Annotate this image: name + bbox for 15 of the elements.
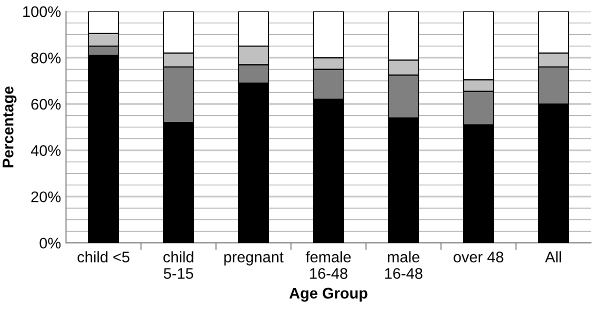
x-tick-label: male 16-48	[385, 251, 422, 279]
y-tick-label: 60%	[31, 98, 61, 110]
x-axis-title: Age Group	[289, 288, 368, 302]
x-tick-label: All	[545, 251, 561, 262]
y-tick-label: 80%	[31, 52, 61, 64]
x-tick-label: female 16-48	[306, 251, 351, 279]
x-tick-label: pregnant	[224, 252, 284, 266]
y-tick-label: 20%	[31, 191, 61, 202]
x-tick-label: child <5	[78, 251, 130, 262]
y-tick-label: 0%	[40, 238, 61, 249]
y-tick-label: 40%	[30, 145, 61, 156]
x-tick-label: child 5-15	[163, 251, 194, 279]
y-tick-label: 100%	[23, 6, 61, 18]
y-axis-title: Percentage	[2, 86, 17, 168]
x-tick-label: over 48	[454, 252, 504, 262]
